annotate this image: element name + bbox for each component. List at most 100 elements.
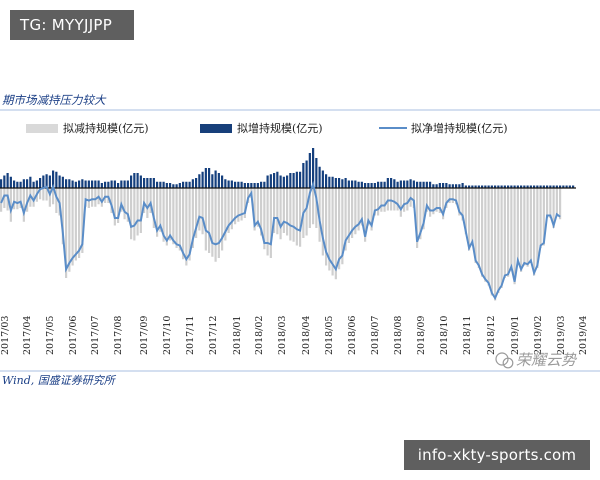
increase-bar <box>0 179 3 188</box>
reduce-bar <box>438 188 441 213</box>
reduce-bar <box>367 188 370 226</box>
reduce-bar <box>500 188 503 288</box>
increase-bar <box>468 185 471 188</box>
reduce-bar <box>146 188 149 218</box>
reduce-bar <box>39 188 42 200</box>
increase-bar <box>104 181 107 188</box>
reduce-bar <box>286 188 289 236</box>
reduce-bar <box>45 188 48 201</box>
legend-label-increase: 拟增持规模(亿元) <box>237 121 323 135</box>
reduce-bar <box>237 188 240 222</box>
increase-bar <box>175 184 178 188</box>
reduce-bar <box>461 188 464 221</box>
reduce-bar <box>120 188 123 212</box>
reduce-bar <box>279 188 282 240</box>
increase-bar <box>451 184 454 188</box>
source-text: Wind, 国盛证券研究所 <box>2 374 117 387</box>
reduce-bar <box>325 188 328 266</box>
increase-bar <box>425 181 428 188</box>
reduce-bar <box>230 188 233 230</box>
increase-bar <box>117 183 120 188</box>
reduce-bar <box>393 188 396 211</box>
increase-bar <box>234 181 237 188</box>
increase-bar <box>403 180 406 188</box>
reduce-bar <box>68 188 71 272</box>
x-tick-label: 2017/03 <box>0 316 11 355</box>
increase-bar <box>435 184 438 188</box>
increase-bar <box>279 175 282 188</box>
increase-bar <box>516 185 519 188</box>
reduce-bar <box>234 188 237 225</box>
reduce-bar <box>292 188 295 242</box>
reduce-bar <box>455 188 458 205</box>
increase-bar <box>357 181 360 188</box>
reduce-bar <box>84 188 87 207</box>
increase-bar <box>87 180 90 188</box>
increase-bar <box>513 185 516 188</box>
reduce-bar <box>546 188 549 218</box>
reduce-bar <box>549 188 552 218</box>
reduce-bar <box>533 188 536 276</box>
reduce-bar <box>305 188 308 236</box>
reduce-bar <box>48 188 51 207</box>
reduce-bar <box>123 188 126 220</box>
reduce-bar <box>269 188 272 258</box>
increase-bar <box>195 178 198 188</box>
increase-bar <box>500 185 503 188</box>
increase-bar <box>370 183 373 188</box>
watermark-tag: TG: MYYJJPP <box>10 10 134 40</box>
bars-increase <box>0 148 575 188</box>
reduce-bar <box>503 188 506 278</box>
reduce-bar <box>256 188 259 227</box>
reduce-bar <box>383 188 386 212</box>
increase-bar <box>328 176 331 188</box>
increase-bar <box>308 153 311 188</box>
increase-bar <box>471 185 474 188</box>
reduce-bar <box>357 188 360 231</box>
increase-bar <box>367 183 370 188</box>
reduce-bar <box>243 188 246 218</box>
increase-bar <box>269 174 272 188</box>
increase-bar <box>325 174 328 188</box>
increase-bar <box>110 180 113 188</box>
reduce-bar <box>487 188 490 286</box>
reduce-bar <box>169 188 172 241</box>
increase-bar <box>432 184 435 188</box>
increase-bar <box>331 176 334 188</box>
increase-bar <box>214 170 217 188</box>
reduce-bar <box>162 188 165 242</box>
reduce-bar <box>107 188 110 203</box>
reduce-bar <box>276 188 279 235</box>
wechat-logo: 荣耀云势 <box>495 351 578 369</box>
reduce-bar <box>377 188 380 216</box>
increase-bar <box>42 175 45 188</box>
reduce-bar <box>289 188 292 241</box>
increase-bar <box>169 183 172 188</box>
legend-label-net: 拟净增持规模(亿元) <box>411 121 508 135</box>
increase-bar <box>217 173 220 188</box>
reduce-bar <box>260 188 263 236</box>
reduce-bar <box>481 188 484 277</box>
reduce-bar <box>253 188 256 231</box>
reduce-bar <box>182 188 185 260</box>
increase-bar <box>71 180 74 188</box>
reduce-bar <box>344 188 347 251</box>
increase-bar <box>286 175 289 188</box>
reduce-bar <box>26 188 29 212</box>
increase-bar <box>211 174 214 188</box>
increase-bar <box>133 173 136 188</box>
increase-bar <box>354 180 357 188</box>
increase-bar <box>377 181 380 188</box>
increase-bar <box>143 178 146 188</box>
reduce-bar <box>354 188 357 235</box>
reduce-bar <box>308 188 311 228</box>
chart-title: 期市场减持压力较大 <box>2 93 107 107</box>
increase-bar <box>315 158 318 188</box>
increase-bar <box>380 181 383 188</box>
increase-bar <box>409 179 412 188</box>
increase-bar <box>386 178 389 188</box>
increase-bar <box>299 171 302 188</box>
increase-bar <box>546 185 549 188</box>
x-tick-label: 2018/12 <box>486 316 497 355</box>
increase-bar <box>393 179 396 188</box>
